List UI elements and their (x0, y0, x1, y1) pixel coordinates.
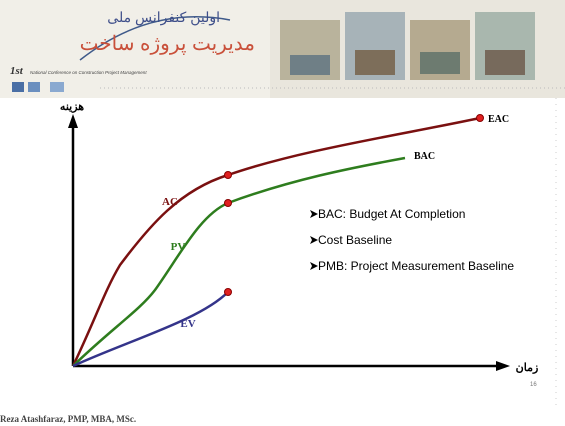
header-title-line1: اولین کنفرانس ملی (107, 9, 220, 26)
header-title-line2: مدیریت پروژه ساخت (80, 33, 255, 55)
header-icons (12, 82, 64, 92)
header-subtitle: National Conference on Construction Proj… (30, 70, 147, 75)
y-axis-label: هزینه (60, 101, 84, 113)
curve-label: EV (180, 318, 195, 330)
page-number: 16 (530, 382, 537, 388)
bullet-text: PMB: Project Measurement Baseline (318, 259, 514, 273)
footer-author: Reza Atashfaraz, PMP, MBA, MSc. (0, 414, 136, 424)
end-label: BAC (414, 151, 435, 162)
x-axis-label: زمان (516, 362, 539, 374)
bullet-text: Cost Baseline (318, 233, 392, 247)
slide: اولین کنفرانس ملی مدیریت پروژه ساخت 1st … (0, 0, 565, 426)
curve-label: AC (162, 196, 178, 208)
bullet-text: BAC: Budget At Completion (318, 207, 465, 221)
end-label: EAC (488, 114, 509, 125)
header-edition: 1st (10, 65, 24, 77)
curve-label: PV (171, 241, 186, 253)
